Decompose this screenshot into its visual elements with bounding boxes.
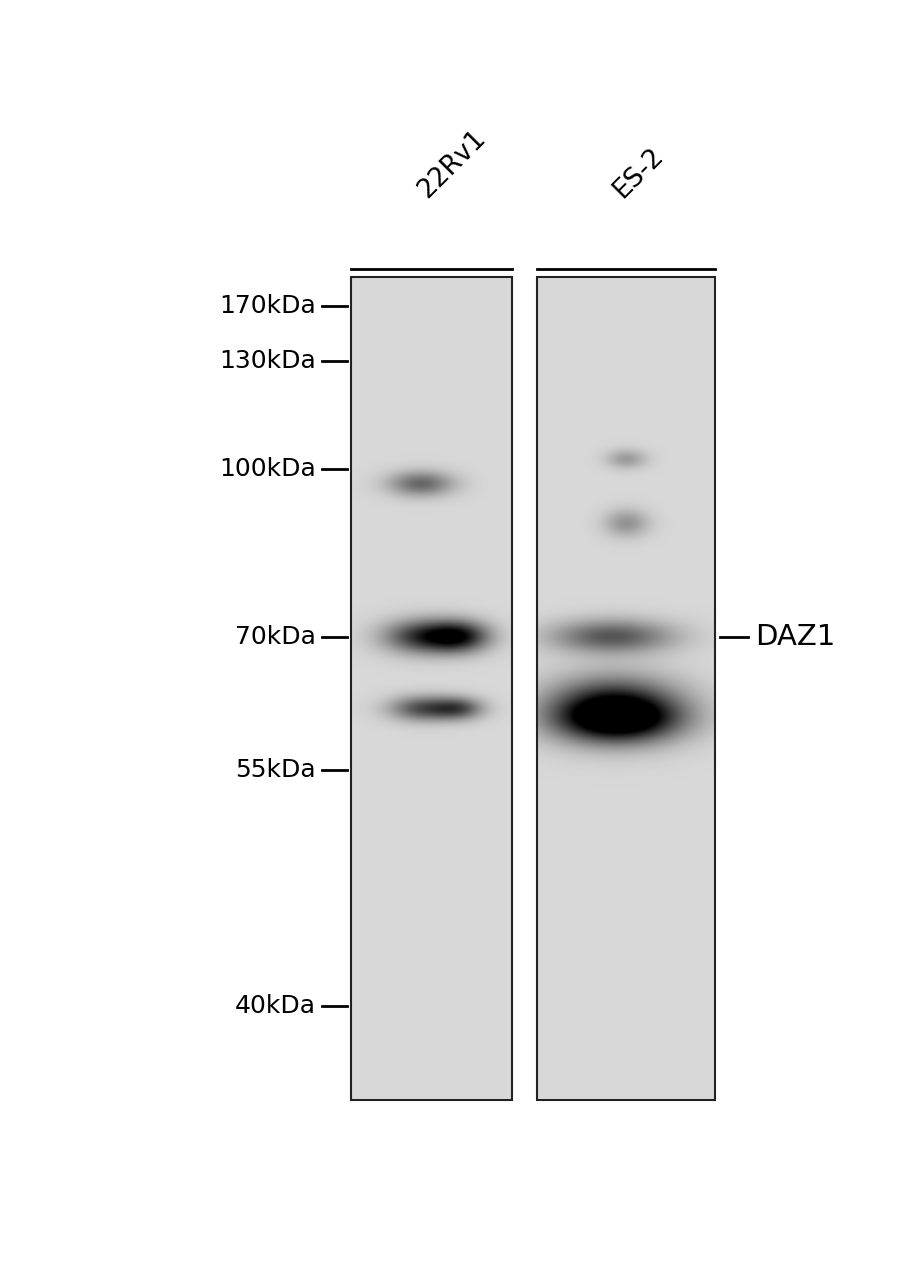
Bar — [537, 276, 715, 1100]
Text: ES-2: ES-2 — [608, 142, 668, 202]
Text: 22Rv1: 22Rv1 — [413, 125, 491, 202]
Text: 55kDa: 55kDa — [235, 758, 316, 782]
Text: 40kDa: 40kDa — [235, 995, 316, 1018]
Bar — [351, 276, 512, 1100]
Text: DAZ1: DAZ1 — [755, 622, 836, 650]
Text: 130kDa: 130kDa — [219, 348, 316, 372]
Text: 100kDa: 100kDa — [219, 457, 316, 481]
Text: 170kDa: 170kDa — [219, 294, 316, 319]
Text: 70kDa: 70kDa — [235, 625, 316, 649]
